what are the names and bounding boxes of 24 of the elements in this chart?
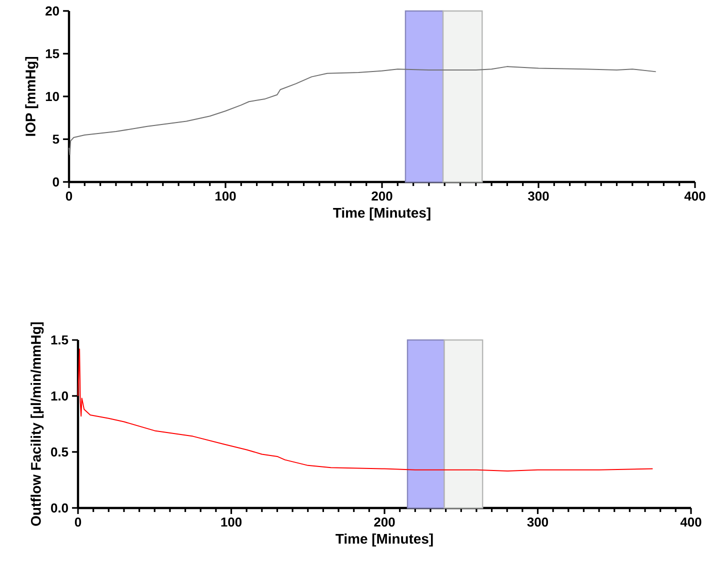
x-tick-label: 200	[374, 517, 395, 527]
x-tick-label: 400	[684, 191, 706, 201]
y-tick-label: 0.0	[51, 503, 68, 513]
x-tick-label: 400	[680, 517, 702, 527]
x-tick-label: 100	[221, 517, 242, 527]
x-tick-label: 300	[527, 517, 548, 527]
line-series	[68, 66, 656, 156]
y-tick-label: 20	[46, 6, 59, 16]
y-tick-label: 1.0	[51, 391, 68, 401]
y-tick-label: 10	[46, 92, 59, 102]
x-tick-label: 300	[528, 191, 549, 201]
x-axis-title: Time [Minutes]	[336, 534, 433, 547]
y-tick-label: 15	[46, 49, 60, 58]
x-tick-label: 0	[74, 517, 82, 527]
y-tick-label: 0.5	[51, 447, 68, 457]
x-tick-label: 200	[372, 191, 392, 201]
x-axis-title: Time [Minutes]	[333, 208, 430, 221]
y-axis-title: IOP [mmHg]	[25, 56, 38, 136]
line-series	[78, 348, 654, 472]
x-tick-label: 100	[216, 191, 236, 201]
y-tick-label: 1.5	[51, 335, 68, 344]
y-tick-label: 0	[52, 177, 59, 187]
y-axis-title: Outflow Facility [µl/min/mmHg]	[30, 322, 44, 526]
y-tick-label: 5	[52, 134, 60, 144]
